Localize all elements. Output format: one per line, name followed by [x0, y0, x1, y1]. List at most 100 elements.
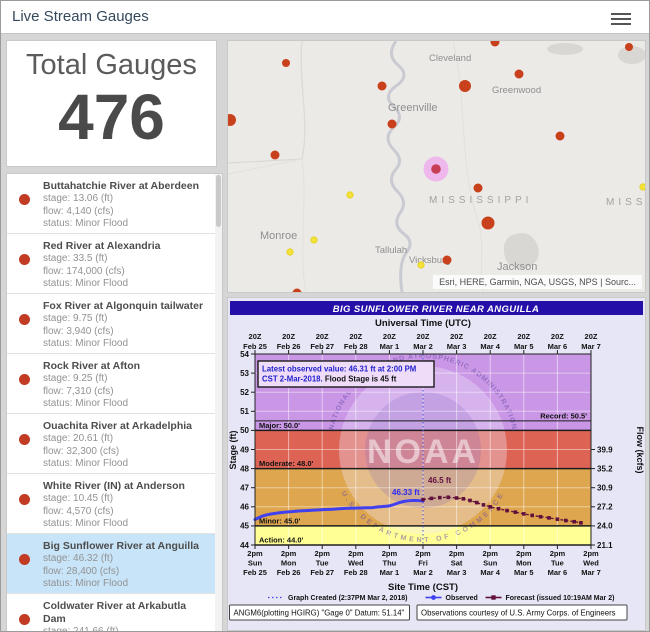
svg-text:Mar 5: Mar 5 [514, 342, 534, 351]
city-label: Jackson [497, 261, 537, 273]
footnote-box [416, 604, 628, 621]
svg-text:50: 50 [240, 426, 249, 435]
reference-line-label: Minor: 45.0' [259, 516, 301, 525]
svg-text:52: 52 [240, 388, 249, 397]
list-item[interactable]: Red River at Alexandria stage: 33.5 (ft) f… [7, 234, 222, 294]
map-marker-red[interactable] [625, 43, 633, 51]
gauge-detail: stage: 46.32 (ft) [43, 553, 114, 564]
gauge-detail: status: Minor Flood [43, 218, 129, 230]
gauge-status-dot-icon [19, 374, 30, 385]
map-marker-red[interactable] [459, 80, 471, 92]
svg-text:Mar 7: Mar 7 [581, 342, 601, 351]
reference-line-label: Action: 44.0' [259, 536, 304, 545]
map-marker-yellow[interactable] [310, 236, 318, 244]
svg-text:20Z: 20Z [484, 332, 497, 341]
list-scrollbar[interactable] [215, 174, 222, 631]
gauge-detail: status: Minor Flood [43, 578, 129, 590]
total-gauges-value: 476 [58, 81, 165, 153]
svg-text:Mar 5: Mar 5 [514, 568, 534, 577]
map-attribution: Esri, HERE, Garmin, NGA, USGS, NPS | Sou… [433, 275, 642, 289]
map-marker-red[interactable] [490, 41, 500, 47]
gauge-status-dot-icon [19, 314, 30, 325]
gauge-detail: flow: 4,570 (cfs) [43, 505, 114, 517]
map-marker-yellow[interactable] [639, 183, 645, 191]
svg-text:20Z: 20Z [417, 332, 430, 341]
city-label: Monroe [260, 230, 297, 242]
gauge-detail: flow: 28,400 (cfs) [43, 565, 120, 577]
svg-text:20Z: 20Z [383, 332, 396, 341]
svg-text:51: 51 [240, 407, 249, 416]
map-marker-red[interactable] [228, 114, 236, 126]
svg-text:20Z: 20Z [551, 332, 564, 341]
svg-text:NOAA: NOAA [367, 433, 479, 471]
gauge-name: Big Sunflower River at Anguilla [43, 540, 199, 552]
reference-line-label: Major: 50.0' [259, 421, 300, 430]
svg-text:Mar 3: Mar 3 [447, 342, 467, 351]
value-annotation: 46.5 ft [428, 476, 451, 485]
map-marker-red[interactable] [555, 131, 565, 141]
map-marker-red[interactable] [270, 150, 280, 160]
list-item[interactable]: Rock River at Afton stage: 9.25 (ft) flow:… [7, 354, 222, 414]
map-marker-red[interactable] [292, 288, 302, 293]
flow-axis-title: Flow (kcfs) [635, 426, 645, 473]
legend-label: Graph Created (2:37PM Mar 2, 2018) [288, 595, 407, 602]
svg-text:Wed: Wed [583, 559, 599, 568]
svg-text:35.2: 35.2 [597, 464, 613, 473]
list-item[interactable]: White River (IN) at Anderson stage: 10.45… [7, 474, 222, 534]
gauge-list: Buttahatchie River at Aberdeen stage: 13.… [6, 173, 223, 631]
svg-text:20Z: 20Z [249, 332, 262, 341]
legend-label: Observed [446, 595, 478, 602]
svg-text:46: 46 [240, 503, 249, 512]
svg-text:Feb 25: Feb 25 [243, 342, 267, 351]
svg-text:Mar 2: Mar 2 [413, 342, 433, 351]
reference-line-label: Moderate: 48.0' [259, 459, 314, 468]
list-item[interactable]: Fox River at Algonquin tailwater stage: 9… [7, 294, 222, 354]
map-marker-yellow[interactable] [417, 261, 425, 269]
menu-icon[interactable] [611, 10, 631, 25]
svg-text:Fri: Fri [418, 559, 428, 568]
svg-text:Mar 6: Mar 6 [548, 568, 568, 577]
list-item[interactable]: Coldwater River at Arkabutla Dam stage: 2… [7, 594, 222, 631]
gauge-detail: flow: 4,140 (cfs) [43, 205, 114, 217]
map-marker-red[interactable] [282, 59, 290, 67]
river-path [386, 41, 412, 292]
list-item[interactable]: Ouachita River at Arkadelphia stage: 20.6… [7, 414, 222, 474]
map-marker-red[interactable] [387, 119, 397, 129]
svg-text:Tue: Tue [551, 559, 564, 568]
map-marker-red[interactable] [514, 69, 524, 79]
gauge-detail: stage: 20.61 (ft) [43, 433, 114, 444]
scrollbar-thumb[interactable] [216, 175, 221, 227]
map-marker-yellow[interactable] [286, 248, 294, 256]
map-marker-red[interactable] [473, 183, 483, 193]
map-marker-red[interactable] [377, 81, 387, 91]
svg-text:Mon: Mon [516, 559, 532, 568]
reference-line-label: Record: 50.5' [540, 411, 587, 420]
stage-axis-title: Stage (ft) [228, 431, 238, 470]
svg-text:30.9: 30.9 [597, 484, 613, 493]
city-label: Greenwood [492, 85, 541, 96]
latest-observed-box [257, 360, 435, 388]
svg-text:21.1: 21.1 [597, 541, 613, 550]
latest-observed-line1: Latest observed value: 46.31 ft at 2:00 … [262, 365, 416, 374]
map-marker-yellow[interactable] [346, 191, 354, 199]
map-marker-selected[interactable] [431, 164, 441, 174]
list-item[interactable]: Buttahatchie River at Aberdeen stage: 13.… [7, 174, 222, 234]
svg-text:Feb 26: Feb 26 [277, 342, 301, 351]
gauge-status-dot-icon [19, 194, 30, 205]
map-canvas[interactable]: MISSISSIPPI MISSISS Cleveland Greenwood Gree… [228, 41, 645, 292]
gauge-status-dot-icon [19, 254, 30, 265]
map-marker-red[interactable] [481, 216, 495, 230]
svg-text:48: 48 [240, 464, 249, 473]
svg-text:Mar 6: Mar 6 [548, 342, 568, 351]
footnote-box [229, 604, 410, 621]
svg-text:Feb 25: Feb 25 [243, 568, 267, 577]
svg-text:20Z: 20Z [517, 332, 530, 341]
gauge-name: Rock River at Afton [43, 360, 141, 372]
map[interactable]: MISSISSIPPI MISSISS Cleveland Greenwood Gree… [227, 40, 646, 293]
svg-text:49: 49 [240, 445, 249, 454]
gauge-name: Red River at Alexandria [43, 240, 161, 252]
list-item[interactable]: Big Sunflower River at Anguilla stage: 46… [7, 534, 222, 594]
svg-text:24.0: 24.0 [597, 522, 613, 531]
map-marker-red[interactable] [442, 255, 452, 265]
